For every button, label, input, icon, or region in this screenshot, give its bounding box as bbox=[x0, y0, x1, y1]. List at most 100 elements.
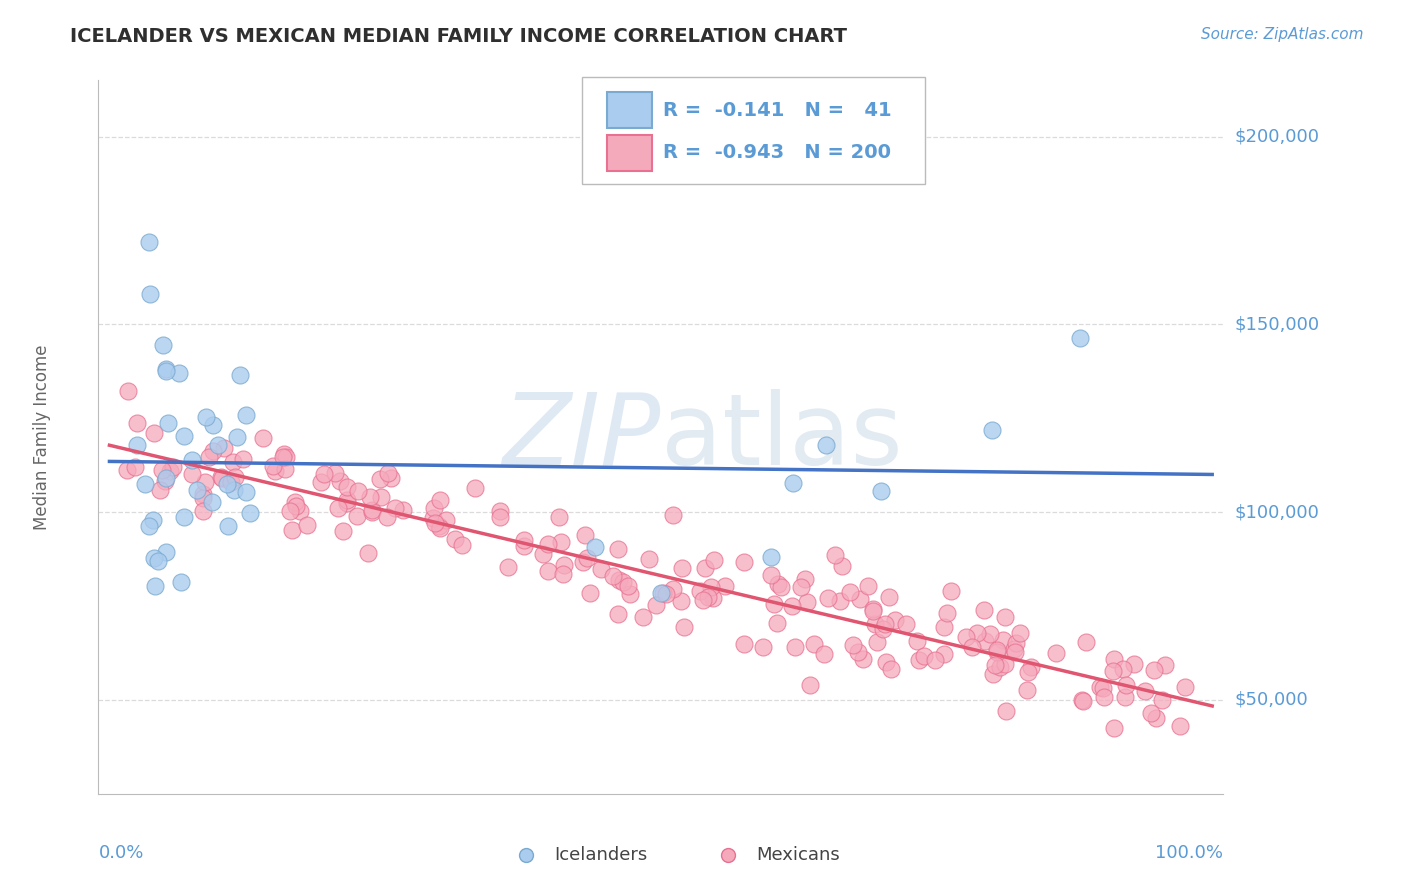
Text: ZIP: ZIP bbox=[502, 389, 661, 485]
Point bbox=[377, 466, 399, 480]
Point bbox=[384, 501, 406, 516]
Point bbox=[146, 554, 169, 568]
Point bbox=[866, 635, 889, 649]
Point bbox=[194, 475, 217, 490]
Text: Median Family Income: Median Family Income bbox=[34, 344, 51, 530]
Text: 0.0%: 0.0% bbox=[98, 844, 143, 862]
Point bbox=[145, 579, 167, 593]
Point bbox=[766, 615, 789, 630]
Point bbox=[1017, 665, 1039, 679]
Point bbox=[813, 647, 835, 661]
Point bbox=[222, 455, 245, 469]
Point bbox=[1069, 331, 1091, 345]
Point bbox=[202, 418, 225, 433]
Point bbox=[155, 545, 177, 559]
Point bbox=[794, 572, 817, 586]
Point bbox=[153, 474, 176, 488]
Point bbox=[1004, 645, 1026, 659]
Point bbox=[988, 660, 1011, 674]
Point bbox=[336, 493, 359, 508]
Point bbox=[375, 510, 398, 524]
Point bbox=[186, 483, 208, 498]
Point bbox=[284, 494, 307, 508]
Point bbox=[761, 568, 783, 582]
Point bbox=[934, 620, 956, 634]
Point bbox=[856, 579, 879, 593]
Point bbox=[1144, 711, 1167, 725]
Point bbox=[117, 463, 139, 477]
Point bbox=[427, 519, 450, 533]
Point bbox=[173, 429, 195, 443]
Point bbox=[1135, 684, 1157, 698]
Point bbox=[368, 472, 391, 486]
Point bbox=[553, 558, 575, 572]
Point bbox=[496, 559, 519, 574]
Point bbox=[617, 579, 640, 593]
Point bbox=[357, 546, 380, 560]
Point bbox=[662, 508, 685, 522]
Point bbox=[872, 622, 894, 636]
Point bbox=[329, 474, 352, 488]
Point bbox=[607, 573, 630, 587]
Point bbox=[429, 521, 451, 535]
Point bbox=[159, 464, 181, 478]
Point bbox=[280, 524, 302, 538]
Point bbox=[908, 653, 931, 667]
Point bbox=[884, 613, 907, 627]
Point bbox=[217, 476, 239, 491]
Point bbox=[489, 510, 512, 524]
Point bbox=[877, 591, 900, 605]
Point bbox=[1002, 642, 1025, 657]
Point bbox=[714, 579, 737, 593]
Point bbox=[824, 549, 846, 563]
Point bbox=[263, 464, 285, 478]
Point bbox=[973, 603, 995, 617]
Point bbox=[262, 459, 284, 474]
Point bbox=[1111, 662, 1133, 676]
Point bbox=[550, 535, 572, 549]
Point bbox=[671, 561, 693, 575]
Point bbox=[169, 366, 191, 380]
Point bbox=[235, 408, 257, 422]
Point bbox=[848, 592, 870, 607]
Point bbox=[733, 555, 755, 569]
Point bbox=[173, 510, 195, 524]
Point bbox=[252, 431, 274, 445]
Point bbox=[851, 651, 873, 665]
Point bbox=[429, 493, 451, 508]
Point bbox=[612, 574, 634, 589]
Point bbox=[1102, 664, 1125, 678]
Point bbox=[336, 496, 359, 510]
Point bbox=[180, 452, 202, 467]
Point bbox=[336, 480, 359, 494]
Point bbox=[139, 287, 162, 301]
Point bbox=[1005, 635, 1028, 649]
Point bbox=[155, 362, 177, 376]
Point bbox=[692, 593, 714, 607]
Point bbox=[450, 538, 472, 552]
Point bbox=[239, 506, 262, 520]
Text: $50,000: $50,000 bbox=[1234, 691, 1308, 709]
Point bbox=[986, 644, 1008, 658]
Point bbox=[142, 513, 165, 527]
Point bbox=[370, 490, 392, 504]
Point bbox=[651, 585, 673, 599]
Point bbox=[631, 610, 654, 624]
Point bbox=[359, 491, 381, 505]
Point bbox=[733, 637, 755, 651]
Point bbox=[828, 593, 851, 607]
Point bbox=[1015, 682, 1038, 697]
Point bbox=[1168, 719, 1191, 733]
Point bbox=[191, 491, 214, 505]
Point bbox=[780, 599, 803, 613]
Point bbox=[537, 565, 560, 579]
Point bbox=[1070, 693, 1092, 707]
Point bbox=[1154, 658, 1177, 673]
Point bbox=[361, 505, 384, 519]
Point bbox=[995, 704, 1018, 718]
Point bbox=[232, 452, 254, 467]
Point bbox=[924, 653, 946, 667]
Point bbox=[1102, 722, 1125, 736]
Point bbox=[870, 484, 893, 499]
Point bbox=[274, 462, 297, 476]
